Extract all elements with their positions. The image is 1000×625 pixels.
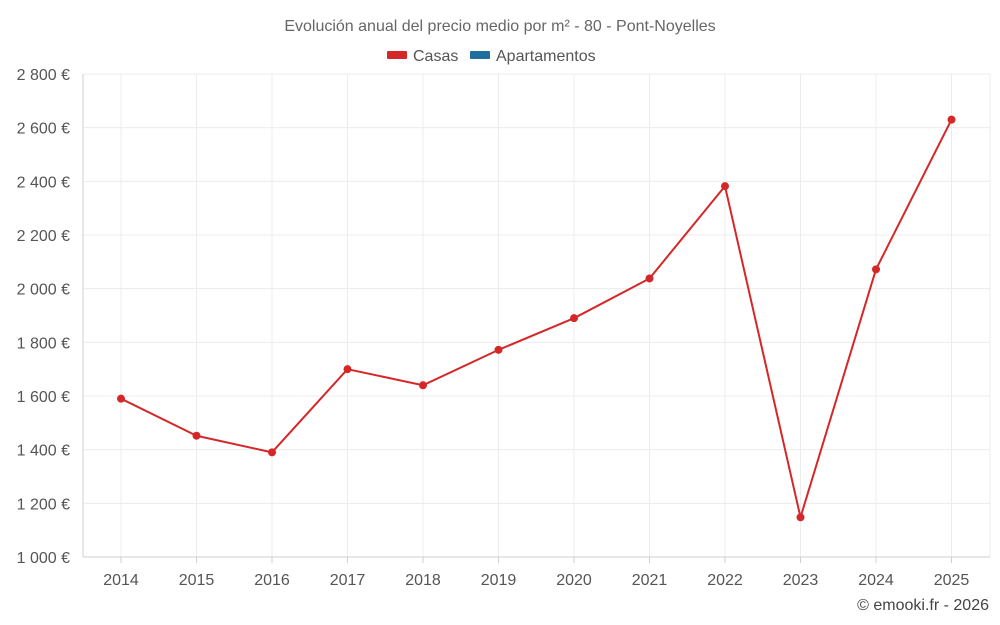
grid [83, 73, 991, 557]
x-tick-label: 2025 [934, 572, 970, 589]
legend-swatch-apartamentos [470, 51, 490, 59]
legend-label-casas: Casas [413, 48, 458, 65]
data-point-casas[interactable]: 2017: 1700 € [343, 365, 352, 374]
data-point-casas[interactable]: 2023: 1148 € [796, 513, 805, 522]
x-tick-label: 2015 [179, 572, 215, 589]
chart-title: Evolución anual del precio medio por m² … [284, 18, 715, 35]
legend-swatch-casas [387, 51, 407, 59]
x-axis-ticks: 2014 2015 2016 2017 2018 2019 2020 2021 2022 2023… [103, 557, 969, 589]
data-point-casas[interactable]: 2016: 1390 € [268, 448, 276, 457]
data-point-casas[interactable]: 2020: 1890 € [570, 314, 578, 323]
series-line-casas [120, 119, 953, 519]
credit-text: © emooki.fr - 2026 [857, 597, 989, 614]
y-tick-label: 1 000 € [17, 550, 70, 567]
legend-item-apartamentos[interactable]: Apartamentos [470, 48, 596, 65]
x-tick-label: 2019 [481, 572, 517, 589]
series-casas: 2014: 1590 € 2015: 1452 € 2016: 1390 € 2017… [117, 115, 956, 522]
data-point-casas[interactable]: 2021: 2038 € [645, 274, 654, 283]
series: 2014: 1590 € 2015: 1452 € 2016: 1390 € 2017… [117, 115, 956, 522]
y-axis-ticks: 1 000 € 1 200 € 1 400 € 1 600 € 1 800 € 2 000… [17, 67, 70, 567]
x-tick-label: 2024 [858, 572, 894, 589]
y-tick-label: 2 800 € [17, 67, 70, 84]
x-tick-label: 2020 [556, 572, 592, 589]
y-tick-label: 2 200 € [17, 228, 70, 245]
legend-label-apartamentos: Apartamentos [496, 48, 596, 65]
y-tick-label: 1 200 € [17, 496, 70, 513]
x-tick-label: 2021 [632, 572, 668, 589]
x-tick-label: 2014 [103, 572, 139, 589]
y-tick-label: 1 800 € [17, 335, 70, 352]
y-tick-label: 2 000 € [17, 282, 70, 299]
x-tick-label: 2017 [330, 572, 366, 589]
data-point-casas[interactable]: 2014: 1590 € [117, 394, 125, 403]
data-point-casas[interactable]: 2025: 2630 € [947, 115, 956, 124]
axes [82, 74, 990, 558]
data-point-casas[interactable]: 2018: 1640 € [419, 381, 427, 390]
x-tick-label: 2022 [707, 572, 743, 589]
legend: Casas Apartamentos [387, 48, 596, 65]
data-point-casas[interactable]: 2024: 2072 € [872, 265, 880, 274]
data-point-casas[interactable]: 2019: 1772 € [494, 345, 503, 354]
data-point-casas[interactable]: 2015: 1452 € [192, 431, 201, 440]
y-tick-label: 1 400 € [17, 443, 70, 460]
y-tick-label: 2 400 € [17, 174, 70, 191]
legend-item-casas[interactable]: Casas [387, 48, 458, 65]
x-tick-label: 2018 [405, 572, 441, 589]
x-tick-label: 2023 [783, 572, 819, 589]
data-point-casas[interactable]: 2022: 2382 € [721, 182, 729, 191]
y-tick-label: 1 600 € [17, 389, 70, 406]
y-tick-label: 2 600 € [17, 121, 70, 138]
x-tick-label: 2016 [254, 572, 290, 589]
